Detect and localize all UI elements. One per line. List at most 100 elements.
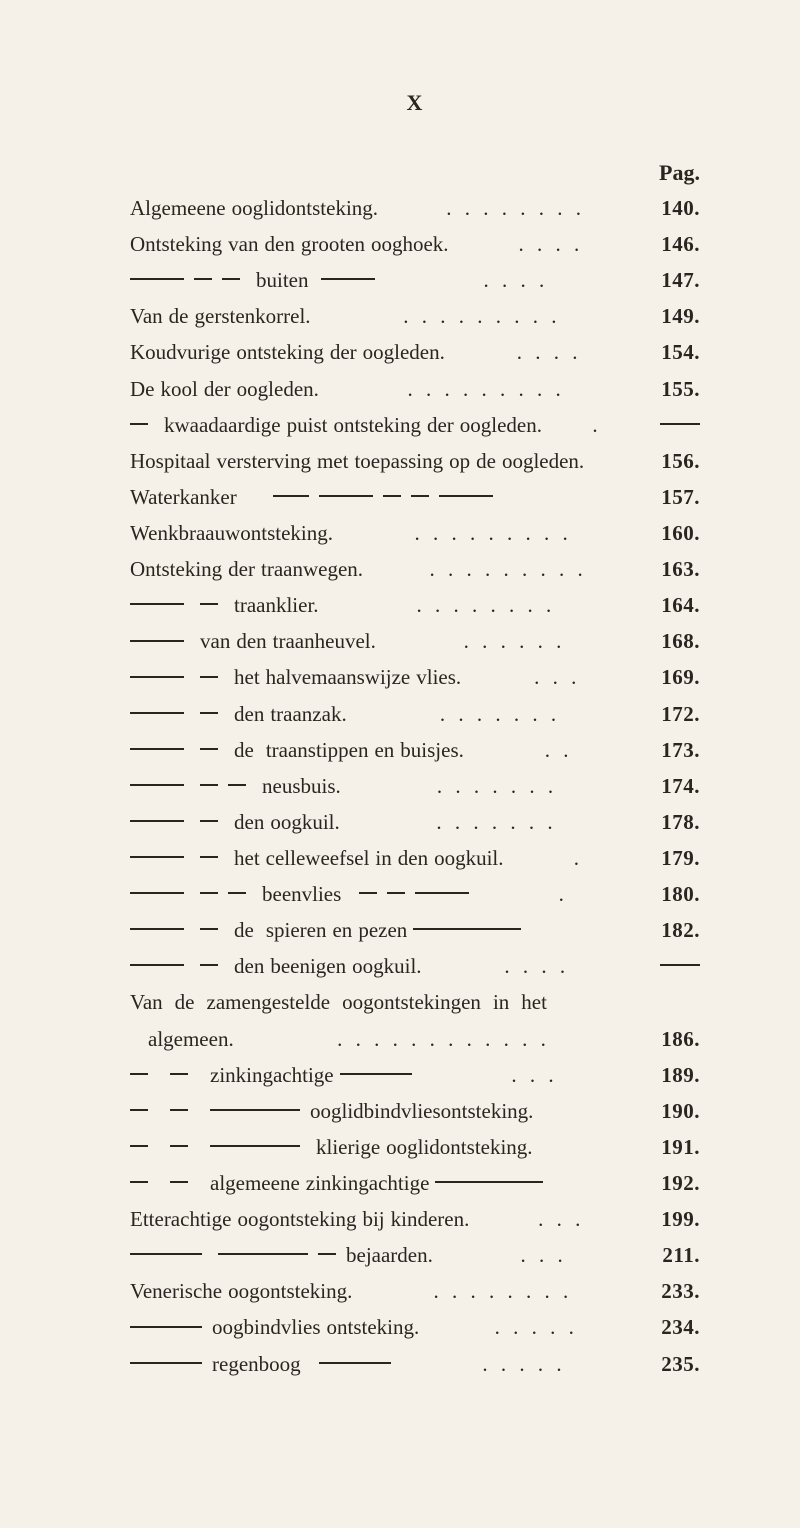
entry-text: Hospitaalverstervingmettoepassingopdeoog… <box>130 443 584 479</box>
leader-dots: . . . . . <box>419 1309 653 1345</box>
entry-text: algemeen. <box>130 1021 234 1057</box>
entry-page: 174. <box>653 768 700 804</box>
toc-entry: detraanstippenenbuisjes. . .173. <box>130 732 700 768</box>
entry-page <box>652 407 700 443</box>
entry-text: Algemeeneooglidontsteking. <box>130 190 378 226</box>
entry-text: hetcelleweefselindenoogkuil. <box>130 840 504 876</box>
entry-page: 189. <box>653 1057 700 1093</box>
toc-entry: vandentraanheuvel. . . . . . .168. <box>130 623 700 659</box>
entry-text: denbeenigenoogkuil. <box>130 948 422 984</box>
leader-dots: . <box>504 840 654 876</box>
toc-entry: traanklier. . . . . . . . .164. <box>130 587 700 623</box>
entry-page: 147. <box>653 262 700 298</box>
toc-entry: hethalvemaanswijzevlies. . . .169. <box>130 659 700 695</box>
page-header: Pag. <box>130 160 700 186</box>
toc-entry: zinkingachtige . . .189. <box>130 1057 700 1093</box>
entry-text: kwaadaardigepuistontstekingderoogleden. <box>130 407 542 443</box>
entry-page: 157. <box>653 479 700 515</box>
entry-page: 164. <box>653 587 700 623</box>
entry-text: regenboog <box>130 1346 395 1382</box>
entry-text: Ontstekingdertraanwegen. <box>130 551 363 587</box>
entry-text: hethalvemaanswijzevlies. <box>130 659 461 695</box>
entry-text: Vandezamengesteldeoogontstekingeninhet <box>130 984 547 1020</box>
leader-dots: . . <box>464 732 653 768</box>
entry-page: 179. <box>653 840 700 876</box>
toc-entry: algemeenezinkingachtige 192. <box>130 1165 700 1201</box>
leader-dots: . . . . <box>445 334 653 370</box>
leader-dots: . . . <box>433 1237 655 1273</box>
leader-dots: . . . . . . . <box>340 804 654 840</box>
entry-text: denoogkuil. <box>130 804 340 840</box>
leader-dots: . . . <box>461 659 653 695</box>
entry-text: dentraanzak. <box>130 696 347 732</box>
entry-page: 160. <box>653 515 700 551</box>
leader-dots: . . . . . . . . . <box>333 515 653 551</box>
leader-dots: . . . . . . <box>376 623 653 659</box>
entry-page: 154. <box>653 334 700 370</box>
entry-text: Waterkanker <box>130 479 497 515</box>
toc-entry: Etterachtigeoogontstekingbijkinderen. . … <box>130 1201 700 1237</box>
leader-dots: . . . . <box>379 262 654 298</box>
entry-page: 211. <box>654 1237 700 1273</box>
toc-entry: bejaarden. . . .211. <box>130 1237 700 1273</box>
entry-text: Etterachtigeoogontstekingbijkinderen. <box>130 1201 469 1237</box>
entry-page: 182. <box>653 912 700 948</box>
entry-page: 191. <box>653 1129 700 1165</box>
leader-dots: . . . . . . . . . <box>363 551 653 587</box>
leader-dots: . . . . . . . . . . . . <box>234 1021 654 1057</box>
entry-text: bejaarden. <box>130 1237 433 1273</box>
entry-text: klierigeooglidontsteking. <box>130 1129 533 1165</box>
entry-text: beenvlies <box>130 876 473 912</box>
entry-text: buiten <box>130 262 379 298</box>
entry-text: vandentraanheuvel. <box>130 623 376 659</box>
entry-text: detraanstippenenbuisjes. <box>130 732 464 768</box>
entry-text: Dekoolderoogleden. <box>130 371 319 407</box>
entry-text: Venerischeoogontsteking. <box>130 1273 352 1309</box>
toc-entry: Koudvurigeontstekingderoogleden. . . . .… <box>130 334 700 370</box>
leader-dots: . . . . <box>449 226 654 262</box>
entry-text: traanklier. <box>130 587 319 623</box>
toc-entry: Vandegerstenkorrel.. . . . . . . . .149. <box>130 298 700 334</box>
toc-entry: neusbuis. . . . . . . .174. <box>130 768 700 804</box>
toc-entry: klierigeooglidontsteking. 191. <box>130 1129 700 1165</box>
entry-page: 180. <box>653 876 700 912</box>
entry-text: Wenkbraauwontsteking. <box>130 515 333 551</box>
toc-entry: oogbindvliesontsteking. . . . . .234. <box>130 1309 700 1345</box>
toc-entry: Ontstekingdertraanwegen.. . . . . . . . … <box>130 551 700 587</box>
leader-dots: . . . . . . . . . <box>319 371 653 407</box>
entry-text: neusbuis. <box>130 768 341 804</box>
leader-dots: . . . . . . . . <box>319 587 654 623</box>
leader-dots: . . . . <box>422 948 652 984</box>
entry-page: 199. <box>653 1201 700 1237</box>
entry-page: 146. <box>653 226 700 262</box>
entry-page: 233. <box>653 1273 700 1309</box>
toc-entry: Ontstekingvandengrootenooghoek.. . . .14… <box>130 226 700 262</box>
leader-dots: . <box>542 407 652 443</box>
entry-text: Vandegerstenkorrel. <box>130 298 311 334</box>
toc-entry: ooglidbindvliesontsteking. 190. <box>130 1093 700 1129</box>
toc-entry: Algemeeneooglidontsteking.. . . . . . . … <box>130 190 700 226</box>
entry-page: 172. <box>653 696 700 732</box>
entry-page: 192. <box>653 1165 700 1201</box>
leader-dots: . . . . . . . <box>341 768 654 804</box>
toc-entry: kwaadaardigepuistontstekingderoogleden. … <box>130 407 700 443</box>
entry-page: 140. <box>653 190 700 226</box>
leader-dots: . . . . . . . . <box>378 190 653 226</box>
entry-page: 190. <box>653 1093 700 1129</box>
entry-page: 168. <box>653 623 700 659</box>
toc-entry: despierenenpezen 182. <box>130 912 700 948</box>
toc-entry: Wenkbraauwontsteking.. . . . . . . . .16… <box>130 515 700 551</box>
entry-page: 234. <box>653 1309 700 1345</box>
toc-entry: Dekoolderoogleden.. . . . . . . . .155. <box>130 371 700 407</box>
page-numeral: X <box>130 90 700 116</box>
entry-page: 155. <box>653 371 700 407</box>
entry-text: Ontstekingvandengrootenooghoek. <box>130 226 449 262</box>
toc-entry: Hospitaalverstervingmettoepassingopdeoog… <box>130 443 700 479</box>
toc-entry: beenvlies .180. <box>130 876 700 912</box>
leader-dots: . . . <box>416 1057 654 1093</box>
toc-entry: Venerischeoogontsteking. . . . . . . . .… <box>130 1273 700 1309</box>
entry-page: 186. <box>653 1021 700 1057</box>
leader-dots: . . . <box>469 1201 653 1237</box>
entry-text: zinkingachtige <box>130 1057 416 1093</box>
leader-dots: . . . . . . . <box>347 696 654 732</box>
